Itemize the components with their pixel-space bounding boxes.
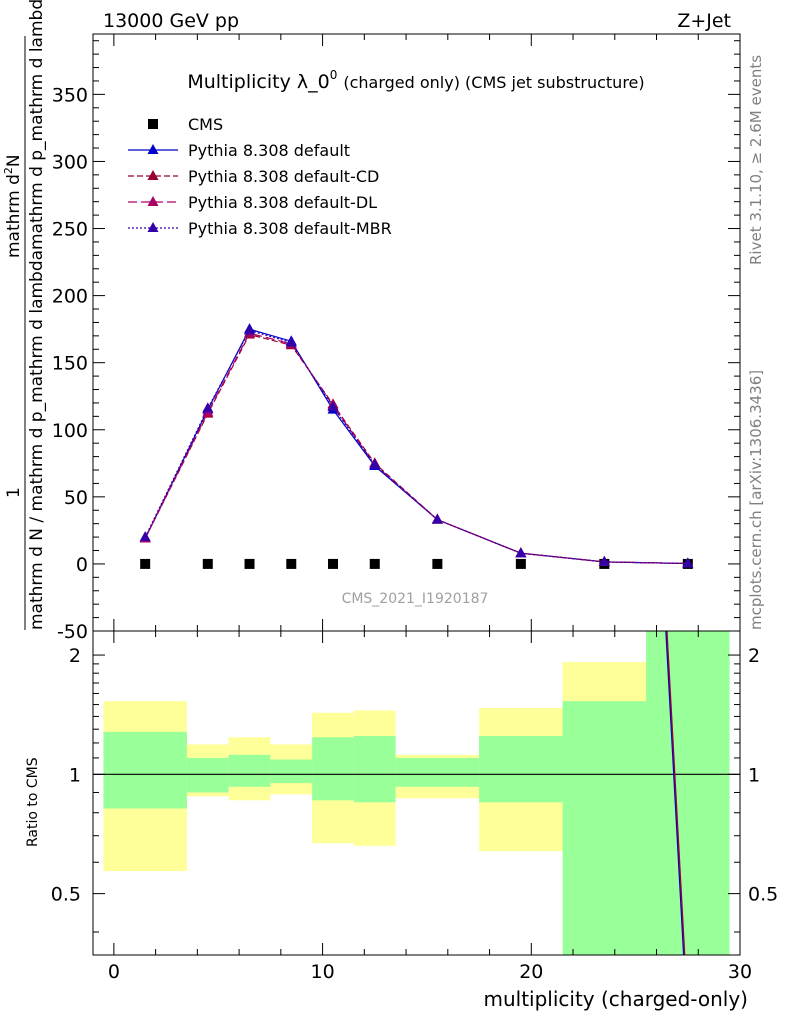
ratio-ytick-label-right-1: 1 xyxy=(748,764,760,786)
legend-label-4: Pythia 8.308 default-MBR xyxy=(188,219,392,238)
series-4-point-8 xyxy=(598,555,610,566)
cms-data-point-2 xyxy=(244,558,255,569)
ratio-inner-band-3 xyxy=(270,759,313,784)
series-4-point-6 xyxy=(431,513,443,524)
main-title-text: Multiplicity λ_0 xyxy=(187,71,329,93)
main-ytick-label-4: 150 xyxy=(52,353,88,375)
series-line-4 xyxy=(144,329,688,565)
ratio-inner-band-4 xyxy=(312,737,354,801)
main-ytick-label-6: 250 xyxy=(52,219,88,241)
series-4-point-4 xyxy=(327,400,339,411)
cms-data-point-4 xyxy=(328,558,339,569)
series-4-point-2 xyxy=(244,324,256,335)
header-collision: 13000 GeV pp xyxy=(103,10,239,32)
main-ytick-label-0: -50 xyxy=(57,621,88,643)
series-line-3 xyxy=(144,332,688,565)
series-line-1 xyxy=(144,328,688,565)
legend-label-1: Pythia 8.308 default xyxy=(188,141,350,160)
mcplots-label: mcplots.cern.ch [arXiv:1306.3436] xyxy=(747,370,765,630)
x-tick-label-1: 10 xyxy=(310,961,334,983)
main-ytick-label-3: 100 xyxy=(52,420,88,442)
legend-marker-2 xyxy=(147,170,159,180)
legend-marker-1 xyxy=(147,144,159,154)
x-tick-label-0: 0 xyxy=(108,961,120,983)
main-ytick-label-1: 0 xyxy=(76,554,88,576)
legend: CMS Pythia 8.308 default Pythia 8.308 defa… xyxy=(128,115,392,238)
main-ytick-label-5: 200 xyxy=(52,286,88,308)
header-process: Z+Jet xyxy=(677,10,731,32)
series-4-point-7 xyxy=(515,547,527,558)
x-tick-label-2: 20 xyxy=(519,961,543,983)
main-ytick-label-8: 350 xyxy=(52,84,88,106)
ylabel-numerator-one: 1 xyxy=(4,487,24,498)
ratio-inner-band-5 xyxy=(353,735,396,803)
ratio-ytick-label-left-2: 2 xyxy=(69,645,81,667)
legend-label-0: CMS xyxy=(188,115,223,134)
ratio-ytick-label-right-2: 2 xyxy=(748,645,760,667)
series-4-point-3 xyxy=(285,336,297,347)
ylabel-denominator-a: mathrm d N / mathrm d p_mathrm d lambda xyxy=(27,250,47,630)
legend-label-2: Pythia 8.308 default-CD xyxy=(188,167,379,186)
watermark-analysis-id: CMS_2021_I1920187 xyxy=(342,591,489,607)
legend-marker-0 xyxy=(148,119,158,129)
ratio-inner-band-6 xyxy=(395,757,480,787)
x-axis-label: multiplicity (charged-only) xyxy=(483,987,748,1011)
main-plot-panel: Multiplicity λ_00 (charged only) (CMS jet… xyxy=(2,0,741,643)
ratio-ytick-label-left-0: 0.5 xyxy=(51,884,81,906)
cms-data-point-0 xyxy=(140,558,151,569)
legend-marker-3 xyxy=(147,196,159,206)
main-title-tail: (charged only) (CMS jet substructure) xyxy=(343,73,644,92)
main-y-axis-label: 1 mathrm d2N mathrm d N / mathrm d p_mat… xyxy=(2,0,47,630)
main-ytick-label-7: 300 xyxy=(52,151,88,173)
rivet-version-label: Rivet 3.1.10, ≥ 2.6M events xyxy=(747,55,765,265)
series-4-point-0 xyxy=(139,531,151,542)
ratio-y-axis-label: Ratio to CMS xyxy=(25,757,41,847)
cms-data-point-7 xyxy=(515,558,526,569)
ylabel-denominator-b: mathrm d p_mathrm d lambda xyxy=(27,0,47,250)
cms-data-point-5 xyxy=(369,558,380,569)
series-4-point-5 xyxy=(369,458,381,469)
series-4-point-1 xyxy=(202,402,214,413)
legend-marker-4 xyxy=(147,222,159,232)
cms-data-point-3 xyxy=(286,558,297,569)
ratio-inner-band-2 xyxy=(228,754,271,787)
ratio-mc-line-1 xyxy=(666,630,686,956)
ratio-inner-band-0 xyxy=(103,731,187,809)
ratio-inner-band-7 xyxy=(479,735,563,803)
series-line-2 xyxy=(144,333,688,565)
cms-data-point-6 xyxy=(432,558,443,569)
ratio-ytick-label-left-1: 1 xyxy=(69,764,81,786)
main-title-superscript: 0 xyxy=(330,68,338,82)
ratio-mc-line-0 xyxy=(665,630,685,956)
ratio-frame xyxy=(92,630,741,956)
series-4-point-9 xyxy=(682,557,694,568)
ratio-inner-band-1 xyxy=(186,757,229,793)
x-tick-label-3: 30 xyxy=(728,961,752,983)
ylabel-numerator-dN: mathrm d2N xyxy=(2,154,24,258)
ratio-ytick-label-right-0: 0.5 xyxy=(748,884,778,906)
main-ytick-label-2: 50 xyxy=(64,487,88,509)
main-plot-title: Multiplicity λ_00 (charged only) (CMS jet… xyxy=(187,68,644,93)
legend-label-3: Pythia 8.308 default-DL xyxy=(188,193,377,212)
ratio-inner-band-8 xyxy=(562,701,647,955)
cms-data-point-1 xyxy=(202,558,213,569)
ratio-inner-band-9 xyxy=(646,631,730,955)
ratio-plot-panel: 0.5 0.51 12 20 10 20 30 Ratio to CMS multiplic… xyxy=(25,630,778,1011)
